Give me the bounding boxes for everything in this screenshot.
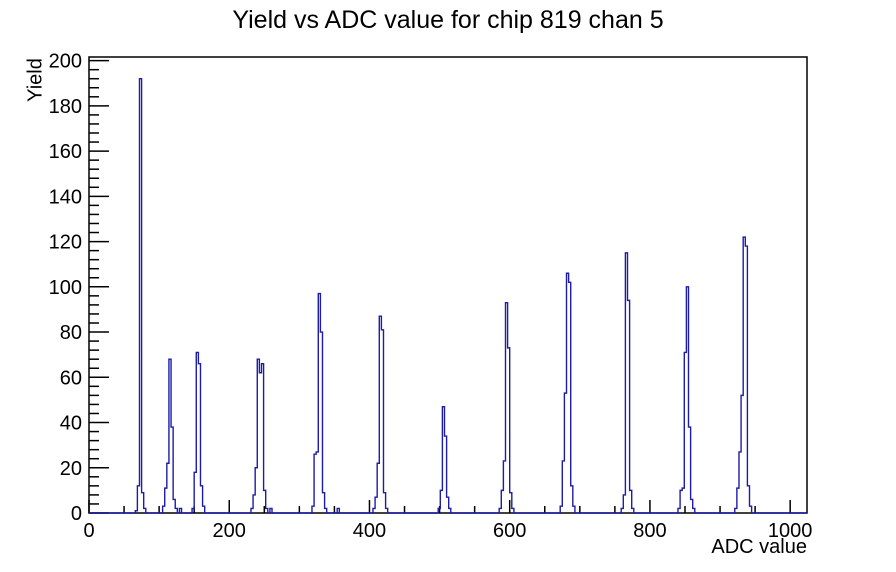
- x-tick-label: 200: [213, 520, 246, 542]
- y-tick-label: 20: [60, 458, 82, 480]
- y-tick-label: 100: [49, 277, 82, 299]
- x-tick-label: 800: [633, 520, 666, 542]
- x-tick-label: 600: [493, 520, 526, 542]
- x-tick-label: 1000: [768, 520, 813, 542]
- x-tick-label: 0: [83, 520, 94, 542]
- x-axis-title: ADC value: [711, 536, 807, 558]
- y-tick-label: 200: [49, 51, 82, 73]
- y-tick-label: 80: [60, 322, 82, 344]
- y-tick-label: 60: [60, 367, 82, 389]
- histogram-line: [89, 78, 807, 514]
- y-tick-label: 40: [60, 413, 82, 435]
- plot-frame: [88, 56, 808, 514]
- y-tick-label: 160: [49, 141, 82, 163]
- y-tick-label: 140: [49, 186, 82, 208]
- chart-title: Yield vs ADC value for chip 819 chan 5: [232, 6, 664, 34]
- x-tick-label: 400: [353, 520, 386, 542]
- y-tick-label: 0: [71, 503, 82, 525]
- y-tick-label: 120: [49, 232, 82, 254]
- y-tick-label: 180: [49, 96, 82, 118]
